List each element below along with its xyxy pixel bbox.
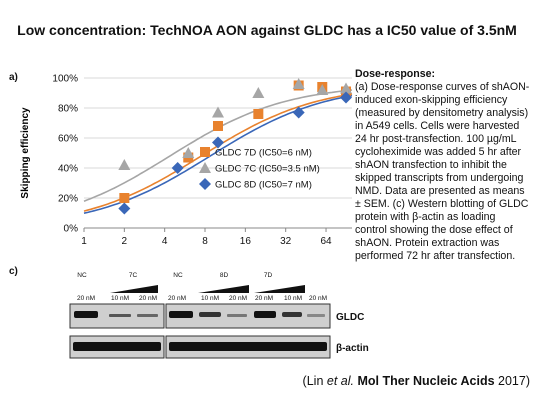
data-point: [316, 84, 329, 95]
blot-dose-label: 20 nM: [229, 295, 247, 302]
blot-group-label: 7C: [129, 272, 138, 279]
chart-legend: GLDC 7D (IC50=6 nM) GLDC 7C (IC50=3.5 nM)…: [199, 147, 320, 191]
x-tick-label: 32: [280, 236, 292, 247]
blot-dose-label: 20 nM: [139, 295, 157, 302]
x-tick-label: 8: [202, 236, 208, 247]
data-point: [292, 106, 305, 119]
x-tick-label: 1: [81, 236, 87, 247]
y-tick-label: 40%: [58, 164, 78, 175]
caption-body: (a) Dose-response curves of shAON-induce…: [355, 81, 530, 262]
blot-dose-label: 10 nM: [284, 295, 302, 302]
dose-response-chart: 0% 20% 40% 60% 80% 100% 1 2 4 8 16 32 64 GLDC 7D (IC…: [20, 74, 353, 248]
data-point: [118, 159, 131, 170]
y-tick-label: 60%: [58, 134, 78, 145]
caption: Dose-response: (a) Dose-response curves …: [355, 68, 530, 263]
legend-marker: [199, 178, 211, 190]
legend-marker: [199, 162, 211, 173]
band: [307, 314, 325, 317]
data-point: [292, 78, 305, 89]
band: [73, 342, 161, 351]
data-point: [212, 136, 224, 149]
band: [137, 314, 158, 317]
data-point: [212, 106, 224, 118]
caption-heading: Dose-response:: [355, 68, 436, 80]
tick-labels: 0% 20% 40% 60% 80% 100% 1 2 4 8 16 32 64: [52, 74, 332, 248]
y-axis-label: Skipping efficiency: [20, 107, 31, 199]
data-point: [213, 121, 223, 131]
data-point: [252, 87, 265, 98]
western-blot: NC 7C NC 8D 7D 20 nM 10 nM 20 nM 20 nM 1…: [69, 272, 369, 359]
blot-group-label: NC: [173, 272, 183, 279]
citation-journal: Mol Ther Nucleic Acids: [357, 374, 495, 388]
panel-a-label: a): [9, 72, 18, 83]
data-point: [253, 109, 264, 119]
citation-year: 2017): [494, 374, 530, 388]
data-point: [119, 193, 130, 203]
band: [109, 314, 131, 317]
legend-marker: [200, 147, 210, 157]
y-tick-label: 80%: [58, 104, 78, 115]
legend-label: GLDC 7C (IC50=3.5 nM): [215, 164, 320, 175]
dose-wedge: [110, 285, 158, 293]
data-points: [118, 78, 352, 215]
blot-dose-label: 20 nM: [309, 295, 327, 302]
blot-band-label: β-actin: [336, 343, 369, 354]
data-point: [340, 91, 352, 104]
blot-group-label: NC: [77, 272, 87, 279]
panel-c-label: c): [9, 266, 18, 277]
band: [169, 342, 327, 351]
band: [74, 311, 98, 318]
blot-dose-label: 20 nM: [77, 295, 95, 302]
chart-axes: [83, 227, 352, 232]
y-tick-label: 100%: [52, 74, 78, 85]
y-tick-label: 0%: [64, 224, 79, 235]
legend-label: GLDC 8D (IC50=7 nM): [215, 180, 312, 191]
x-tick-label: 16: [240, 236, 252, 247]
band: [199, 312, 221, 317]
dose-wedge: [254, 285, 305, 293]
band: [282, 312, 302, 317]
data-point: [171, 162, 184, 174]
band: [254, 311, 276, 318]
blot-band-label: GLDC: [336, 312, 364, 323]
blot-dose-label: 20 nM: [255, 295, 273, 302]
y-tick-label: 20%: [58, 194, 78, 205]
blot-dose-label: 10 nM: [111, 295, 129, 302]
page-title: Low concentration: TechNOA AON against G…: [17, 22, 517, 38]
citation: (Lin et al. Mol Ther Nucleic Acids 2017): [268, 374, 530, 388]
legend-label: GLDC 7D (IC50=6 nM): [215, 148, 312, 159]
blot-group-label: 7D: [264, 272, 273, 279]
x-tick-label: 64: [320, 236, 332, 247]
x-tick-label: 2: [122, 236, 128, 247]
dose-wedge: [198, 285, 249, 293]
citation-open: (Lin: [302, 374, 327, 388]
band: [169, 311, 193, 318]
data-point: [118, 202, 131, 215]
data-point: [340, 82, 352, 94]
blot-dose-label: 10 nM: [201, 295, 219, 302]
data-point: [182, 147, 195, 158]
citation-etal: et al.: [326, 374, 354, 388]
blot-group-label: 8D: [220, 272, 229, 279]
x-tick-label: 4: [162, 236, 168, 247]
band: [227, 314, 247, 317]
gldc-blot-strip: [165, 303, 331, 329]
blot-dose-label: 20 nM: [168, 295, 186, 302]
